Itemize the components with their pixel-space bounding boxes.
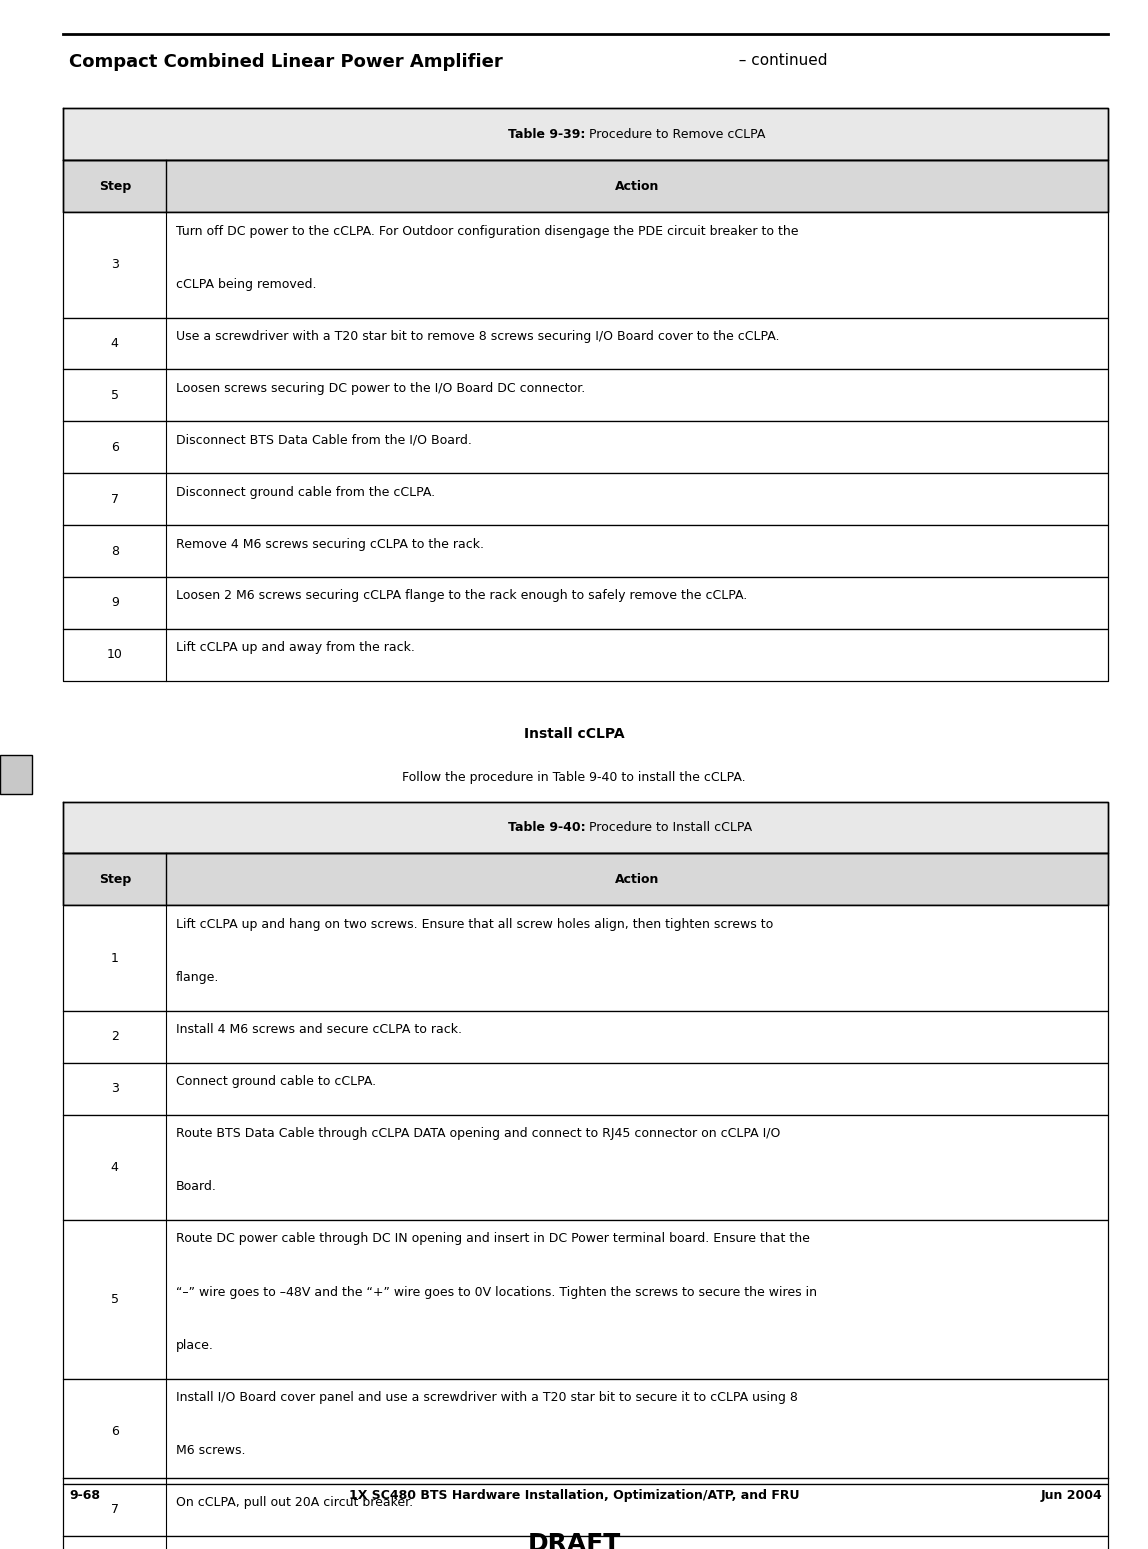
Bar [63, 421, 1108, 472]
Text: Action: Action [615, 180, 659, 192]
Bar [63, 1379, 1108, 1484]
Text: Disconnect ground cable from the cCLPA.: Disconnect ground cable from the cCLPA. [176, 485, 435, 499]
Text: Jun 2004: Jun 2004 [1040, 1489, 1102, 1501]
Text: M6 screws.: M6 screws. [176, 1444, 246, 1458]
Bar [63, 318, 1108, 369]
Text: 6: 6 [111, 441, 118, 454]
Text: On cCLPA, pull out 20A circut breaker.: On cCLPA, pull out 20A circut breaker. [176, 1496, 413, 1509]
Text: Lift cCLPA up and away from the rack.: Lift cCLPA up and away from the rack. [176, 641, 414, 654]
Text: 9: 9 [11, 767, 21, 782]
Text: 5: 5 [111, 1293, 118, 1306]
Text: Loosen screws securing DC power to the I/O Board DC connector.: Loosen screws securing DC power to the I… [176, 381, 584, 395]
Text: 1: 1 [111, 951, 118, 965]
Text: Step: Step [99, 180, 131, 192]
Bar [63, 629, 1108, 680]
Text: 9-68: 9-68 [69, 1489, 100, 1501]
Bar [63, 1535, 1108, 1549]
Text: 3: 3 [111, 259, 118, 271]
Bar [63, 576, 1108, 629]
Text: Action: Action [615, 874, 659, 886]
Text: Install cCLPA: Install cCLPA [523, 726, 625, 742]
Text: place.: place. [176, 1338, 214, 1352]
Text: Procedure to Install cCLPA: Procedure to Install cCLPA [585, 821, 753, 833]
Bar [63, 108, 1108, 160]
Bar [63, 472, 1108, 525]
Bar [63, 1114, 1108, 1219]
Text: Procedure to Remove cCLPA: Procedure to Remove cCLPA [585, 129, 766, 141]
Text: Board.: Board. [176, 1180, 217, 1193]
Text: 6: 6 [111, 1425, 118, 1437]
Text: Loosen 2 M6 screws securing cCLPA flange to the rack enough to safely remove the: Loosen 2 M6 screws securing cCLPA flange… [176, 589, 747, 603]
Text: 5: 5 [111, 389, 118, 401]
Bar [63, 905, 1108, 1010]
Bar [63, 1219, 1108, 1379]
Text: 8: 8 [111, 545, 118, 558]
Text: Table 9-40:: Table 9-40: [507, 821, 585, 833]
Bar [63, 212, 1108, 318]
Bar [63, 853, 1108, 905]
Bar [63, 1063, 1108, 1114]
Text: Install I/O Board cover panel and use a screwdriver with a T20 star bit to secur: Install I/O Board cover panel and use a … [176, 1391, 798, 1403]
Text: Step: Step [99, 874, 131, 886]
Text: Follow the procedure in Table 9-40 to install the cCLPA.: Follow the procedure in Table 9-40 to in… [402, 770, 746, 784]
Bar [63, 1010, 1108, 1063]
Text: 9: 9 [111, 596, 118, 609]
Text: Compact Combined Linear Power Amplifier: Compact Combined Linear Power Amplifier [69, 53, 503, 71]
Text: 3: 3 [111, 1083, 118, 1095]
Text: Route BTS Data Cable through cCLPA DATA opening and connect to RJ45 connector on: Route BTS Data Cable through cCLPA DATA … [176, 1126, 779, 1140]
Bar [63, 1484, 1108, 1535]
Bar [63, 525, 1108, 576]
Text: 1X SC480 BTS Hardware Installation, Optimization/ATP, and FRU: 1X SC480 BTS Hardware Installation, Opti… [349, 1489, 799, 1501]
Bar [63, 160, 1108, 212]
Text: – continued: – continued [729, 53, 828, 68]
Text: Turn off DC power to the cCLPA. For Outdoor configuration disengage the PDE circ: Turn off DC power to the cCLPA. For Outd… [176, 225, 798, 237]
Text: flange.: flange. [176, 971, 219, 984]
Text: Use a screwdriver with a T20 star bit to remove 8 screws securing I/O Board cove: Use a screwdriver with a T20 star bit to… [176, 330, 779, 342]
Text: 4: 4 [111, 1160, 118, 1174]
Text: DRAFT: DRAFT [527, 1532, 621, 1549]
Text: Route DC power cable through DC IN opening and insert in DC Power terminal board: Route DC power cable through DC IN openi… [176, 1231, 809, 1245]
Text: 7: 7 [111, 493, 118, 505]
Text: Disconnect BTS Data Cable from the I/O Board.: Disconnect BTS Data Cable from the I/O B… [176, 434, 472, 446]
Text: Table 9-39:: Table 9-39: [509, 129, 585, 141]
Text: 10: 10 [107, 649, 123, 661]
Text: 2: 2 [111, 1030, 118, 1042]
Text: Install 4 M6 screws and secure cCLPA to rack.: Install 4 M6 screws and secure cCLPA to … [176, 1022, 461, 1036]
Bar [63, 801, 1108, 853]
Text: Connect ground cable to cCLPA.: Connect ground cable to cCLPA. [176, 1075, 375, 1087]
Text: 4: 4 [111, 338, 118, 350]
Text: “–” wire goes to –48V and the “+” wire goes to 0V locations. Tighten the screws : “–” wire goes to –48V and the “+” wire g… [176, 1286, 816, 1298]
Text: cCLPA being removed.: cCLPA being removed. [176, 277, 316, 291]
Bar [0, 756, 32, 795]
Bar [63, 369, 1108, 421]
Text: Remove 4 M6 screws securing cCLPA to the rack.: Remove 4 M6 screws securing cCLPA to the… [176, 538, 483, 550]
Text: 7: 7 [111, 1504, 118, 1516]
Text: Lift cCLPA up and hang on two screws. Ensure that all screw holes align, then ti: Lift cCLPA up and hang on two screws. En… [176, 917, 773, 931]
